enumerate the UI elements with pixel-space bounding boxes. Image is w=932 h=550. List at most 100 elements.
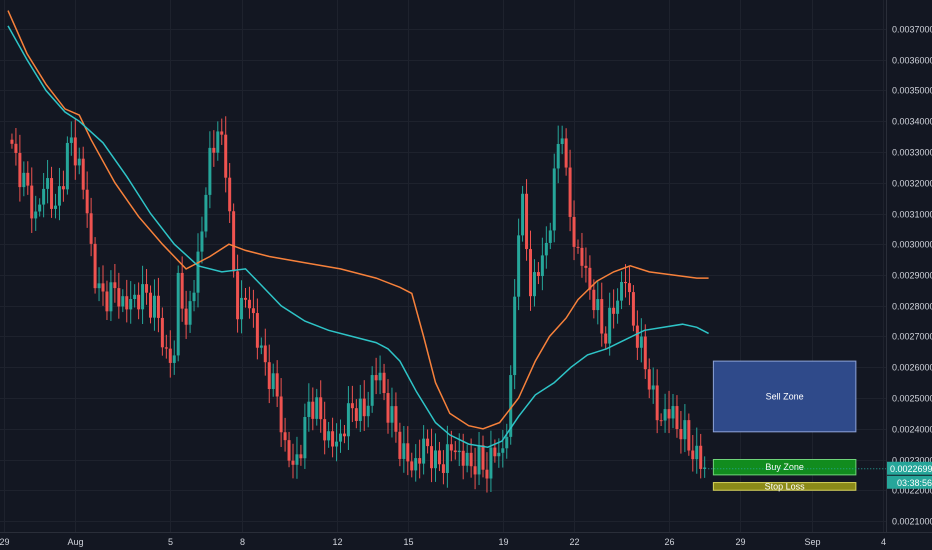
buy-zone-label: Buy Zone (765, 462, 804, 472)
candle-body (493, 447, 497, 457)
candle-body (608, 307, 612, 344)
candle-body (374, 375, 378, 381)
candle-body (129, 299, 133, 310)
candle-body (160, 317, 164, 348)
candle-body (22, 172, 26, 188)
candle-body (188, 301, 192, 325)
candle-body (204, 194, 208, 232)
candle-body (14, 143, 18, 153)
candle-body (10, 139, 14, 144)
candle-body (679, 429, 683, 440)
x-tick-label: Aug (67, 537, 83, 547)
y-tick-label: 0.0032000 (892, 179, 932, 189)
candle-body (319, 397, 323, 420)
candle-body (287, 440, 291, 461)
candle-body (244, 297, 247, 300)
candle-body (362, 398, 366, 417)
x-tick-label: 8 (240, 537, 245, 547)
candle-body (631, 292, 635, 326)
candle-body (311, 401, 315, 419)
candle-body (627, 283, 631, 293)
candle-body (465, 452, 469, 466)
candle-body (529, 249, 532, 297)
candle-body (683, 420, 687, 440)
time-axis[interactable]: 29 Aug 5 8 12 15 19 22 26 29 Sep 4 (0, 537, 886, 547)
candle-body (271, 373, 275, 390)
candle-body (441, 464, 445, 473)
candle-body (255, 313, 259, 348)
y-tick-label: 0.0022000 (892, 486, 932, 496)
candle-body (113, 282, 117, 289)
candle-body (137, 294, 141, 310)
candle-body (18, 152, 22, 188)
candlestick-series (10, 116, 707, 493)
candle-body (145, 284, 149, 293)
candle-body (152, 295, 156, 318)
candle-body (663, 409, 667, 421)
candle-body (699, 445, 703, 469)
candle-body (61, 186, 65, 190)
candle-body (445, 444, 449, 473)
candle-body (109, 282, 113, 312)
candle-body (149, 292, 152, 318)
candle-body (54, 205, 57, 209)
candle-body (532, 272, 536, 297)
candle-body (410, 461, 414, 471)
candle-body (536, 272, 540, 277)
candle-body (402, 443, 406, 459)
candle-body (501, 448, 505, 453)
candle-body (616, 300, 620, 314)
candle-body (350, 403, 354, 409)
candle-body (42, 188, 46, 205)
candle-body (596, 299, 600, 311)
candle-body (426, 438, 430, 447)
candle-body (655, 385, 659, 421)
candle-body (635, 325, 639, 348)
price-axis[interactable]: 0.0021000 0.0022000 0.0023000 0.0024000 0.00… (892, 25, 932, 527)
y-tick-label: 0.0034000 (892, 117, 932, 127)
y-tick-label: 0.0031000 (892, 210, 932, 220)
candle-body (89, 213, 93, 244)
candle-body (406, 443, 410, 462)
x-tick-label: 29 (735, 537, 745, 547)
candle-body (430, 446, 434, 469)
candle-body (568, 167, 572, 217)
candle-body (580, 247, 584, 266)
candle-body (263, 345, 267, 363)
candle-body (564, 138, 568, 168)
candle-body (489, 447, 493, 479)
candle-body (212, 147, 216, 153)
candle-body (453, 450, 457, 453)
countdown-value: 03:38:56 (897, 478, 932, 488)
candle-body (576, 246, 580, 248)
candle-body (339, 433, 342, 442)
candle-body (592, 289, 596, 311)
candle-body (513, 296, 517, 376)
candle-body (251, 308, 255, 314)
y-tick-label: 0.0033000 (892, 148, 932, 158)
y-tick-label: 0.0029000 (892, 271, 932, 281)
candle-body (671, 406, 675, 419)
sell-zone-box (712, 360, 857, 433)
candle-body (291, 460, 295, 465)
candle-body (354, 408, 358, 421)
candle-body (457, 450, 461, 453)
candle-body (695, 445, 699, 460)
y-tick-label: 0.0036000 (892, 56, 932, 66)
candle-body (386, 393, 390, 423)
candle-body (275, 373, 279, 397)
candle-body (394, 406, 398, 432)
buy-zone-box (712, 459, 857, 476)
candle-body (283, 432, 287, 441)
x-tick-label: 4 (881, 537, 886, 547)
candle-body (639, 336, 643, 348)
y-tick-label: 0.0035000 (892, 86, 932, 96)
candle-body (382, 372, 386, 394)
candle-body (422, 438, 426, 464)
candle-body (675, 406, 679, 430)
candle-body (279, 396, 283, 433)
candle-body (497, 452, 501, 457)
candle-body (481, 445, 485, 470)
last-price-tag: 0.0022699 03:38:56 (708, 461, 932, 489)
